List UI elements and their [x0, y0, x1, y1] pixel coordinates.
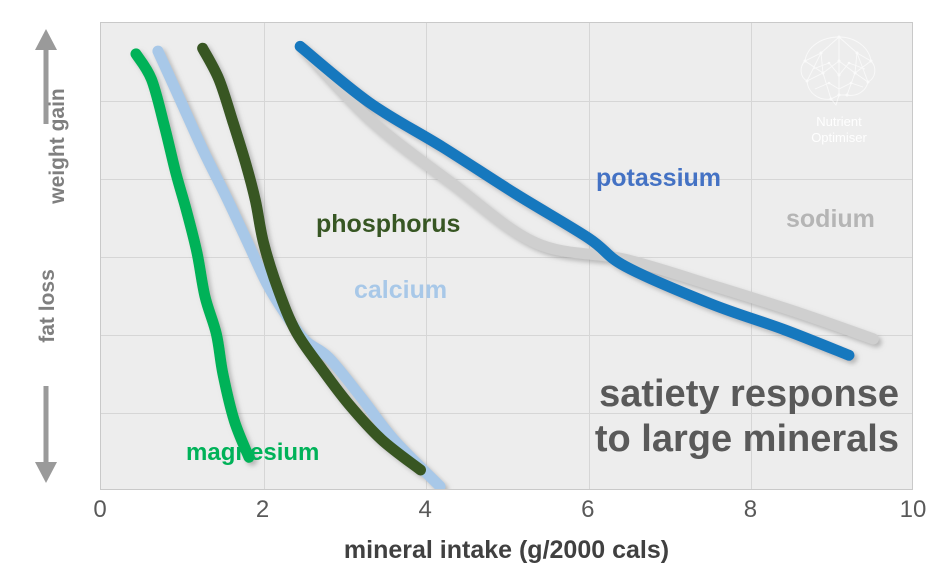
gridline-horizontal: [101, 179, 912, 180]
series-label-phosphorus: phosphorus: [316, 210, 461, 238]
y-axis-label-fat-loss: fat loss: [0, 269, 96, 343]
x-tick-label-4: 4: [418, 496, 432, 523]
series-label-calcium: calcium: [354, 276, 448, 304]
chart-title-line-1: satiety response: [599, 373, 899, 415]
y-axis-label-weight-gain: weight gain: [0, 88, 96, 204]
x-tick-label-10: 10: [899, 496, 927, 523]
plot-area: Nutrient Optimiser: [100, 22, 913, 490]
x-tick-label-8: 8: [743, 496, 758, 523]
series-label-magnesium: magnesium: [186, 439, 320, 466]
up-arrow-icon: [35, 29, 57, 124]
gridline-horizontal: [101, 413, 912, 414]
gridline-horizontal: [101, 101, 912, 102]
series-line-sodium: [294, 40, 879, 345]
series-line-phosphorus: [197, 42, 427, 476]
series-label-potassium: potassium: [596, 164, 722, 192]
series-line-magnesium: [130, 48, 255, 463]
y-axis-annotation: weight gain fat loss: [0, 22, 96, 490]
series-line-potassium: [294, 40, 855, 361]
y-axis-label-weight-gain-text: weight gain: [45, 88, 69, 204]
x-axis-title: mineral intake (g/2000 cals): [343, 536, 670, 564]
chart-title-line-2: to large minerals: [594, 417, 899, 460]
down-arrow-icon: [35, 386, 57, 483]
gridline-horizontal: [101, 335, 912, 336]
series-lines: [130, 40, 879, 489]
x-tick-label-0: 0: [93, 496, 107, 523]
gridline-vertical: [751, 23, 753, 489]
gridline-vertical: [426, 23, 428, 489]
x-tick-label-2: 2: [255, 496, 270, 523]
y-axis-label-fat-loss-text: fat loss: [36, 269, 59, 343]
gridline-horizontal: [101, 257, 912, 258]
chart-title: satiety response to large minerals: [513, 372, 899, 462]
x-tick-label-6: 6: [581, 496, 595, 523]
series-label-sodium: sodium: [786, 205, 875, 233]
